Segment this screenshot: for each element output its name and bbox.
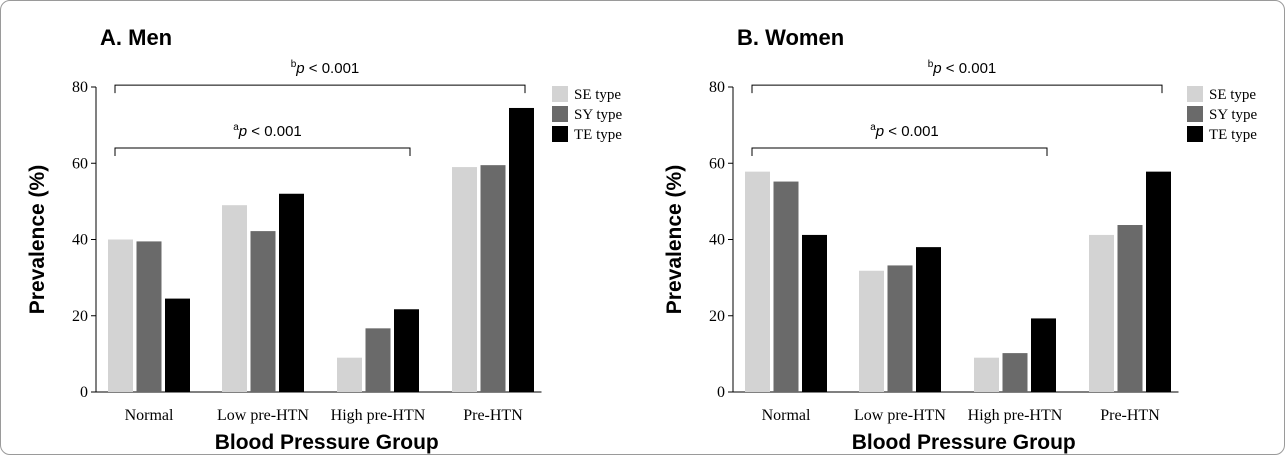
- legend-swatch: [1187, 126, 1203, 142]
- significance-bracket: [114, 84, 526, 94]
- legend-label: TE type: [574, 127, 622, 143]
- x-tick-label: Low pre-HTN: [854, 407, 946, 424]
- legend-swatch: [552, 106, 568, 122]
- y-tick-label: 80: [72, 79, 88, 96]
- y-tick-label: 20: [709, 308, 725, 325]
- bar-se-type: [108, 239, 133, 392]
- bar-te-type: [1146, 171, 1171, 392]
- legend-swatch: [552, 86, 568, 102]
- legend-swatch: [552, 126, 568, 142]
- chart-title: A. Men: [100, 25, 172, 50]
- y-tick-label: 60: [72, 155, 88, 172]
- y-tick-label: 0: [717, 384, 725, 401]
- x-tick-label: High pre-HTN: [331, 407, 426, 424]
- bar-se-type: [337, 357, 362, 392]
- bar-sy-type: [887, 265, 913, 392]
- bar-te-type: [802, 234, 827, 392]
- significance-label: ap < 0.001: [870, 122, 939, 140]
- bar-sy-type: [773, 181, 799, 392]
- y-tick-label: 40: [709, 232, 725, 249]
- x-axis-label: Blood Pressure Group: [215, 431, 439, 454]
- significance-label: ap < 0.001: [233, 122, 302, 140]
- bar-se-type: [1089, 234, 1114, 392]
- x-tick-label: Pre-HTN: [1100, 407, 1160, 424]
- x-tick-label: Low pre-HTN: [217, 407, 309, 424]
- y-tick-label: 40: [72, 232, 88, 249]
- y-tick-label: 0: [80, 384, 88, 401]
- x-tick-label: Normal: [762, 407, 811, 424]
- x-tick-label: Normal: [125, 407, 174, 424]
- y-tick-label: 20: [72, 308, 88, 325]
- legend-label: TE type: [1209, 127, 1257, 143]
- bar-sy-type: [136, 241, 162, 392]
- bar-sy-type: [365, 328, 391, 392]
- bar-sy-type: [1002, 353, 1028, 392]
- bar-te-type: [1031, 318, 1056, 392]
- bar-sy-type: [250, 231, 276, 392]
- bar-se-type: [859, 270, 884, 392]
- bar-te-type: [279, 193, 304, 392]
- y-tick-label: 60: [709, 155, 725, 172]
- bar-te-type: [509, 107, 534, 392]
- significance-label: bp < 0.001: [291, 59, 360, 77]
- bar-te-type: [916, 247, 941, 392]
- y-tick-label: 80: [709, 79, 725, 96]
- legend-label: SE type: [1209, 87, 1256, 103]
- significance-bracket: [751, 147, 1048, 156]
- significance-label: bp < 0.001: [928, 59, 997, 77]
- bar-te-type: [394, 309, 419, 392]
- legend-swatch: [1187, 86, 1203, 102]
- bar-se-type: [222, 205, 247, 392]
- x-tick-label: Pre-HTN: [463, 407, 523, 424]
- x-axis-label: Blood Pressure Group: [852, 431, 1076, 454]
- chart-panel-men: A. Men 0 20 40 60 80 Prevalence (%) Normal Low p…: [26, 25, 623, 454]
- significance-bracket: [114, 147, 411, 156]
- bar-se-type: [452, 167, 477, 392]
- chart-panel-women: B. Women 0 20 40 60 80 Prevalence (%) Normal Low…: [663, 25, 1258, 454]
- y-axis-label: Prevalence (%): [663, 165, 686, 314]
- legend-label: SY type: [1209, 107, 1258, 123]
- bar-se-type: [745, 171, 770, 392]
- y-axis-label: Prevalence (%): [26, 165, 49, 314]
- chart-title: B. Women: [737, 25, 844, 50]
- bar-se-type: [974, 357, 999, 392]
- bar-sy-type: [480, 165, 506, 392]
- x-tick-label: High pre-HTN: [968, 407, 1063, 424]
- bar-sy-type: [1117, 225, 1143, 392]
- legend-swatch: [1187, 106, 1203, 122]
- legend-label: SY type: [574, 107, 623, 123]
- bar-te-type: [165, 298, 190, 392]
- legend-label: SE type: [574, 87, 621, 103]
- significance-bracket: [751, 84, 1163, 94]
